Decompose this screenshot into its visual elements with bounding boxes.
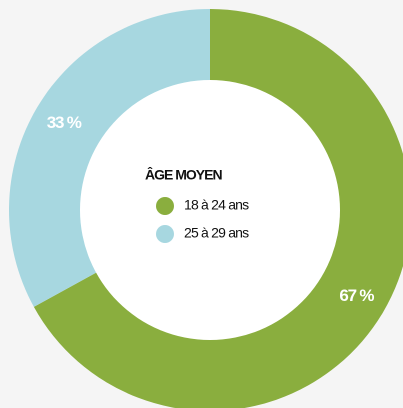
legend-swatch (156, 197, 174, 215)
value-label: 33 % (47, 113, 82, 132)
legend-title: ÂGE MOYEN (145, 166, 222, 183)
legend-swatch (156, 225, 174, 243)
legend-label: 18 à 24 ans (184, 197, 249, 213)
donut-hole (80, 80, 340, 340)
value-label: 67 % (339, 286, 374, 305)
legend-label: 25 à 29 ans (184, 225, 249, 241)
